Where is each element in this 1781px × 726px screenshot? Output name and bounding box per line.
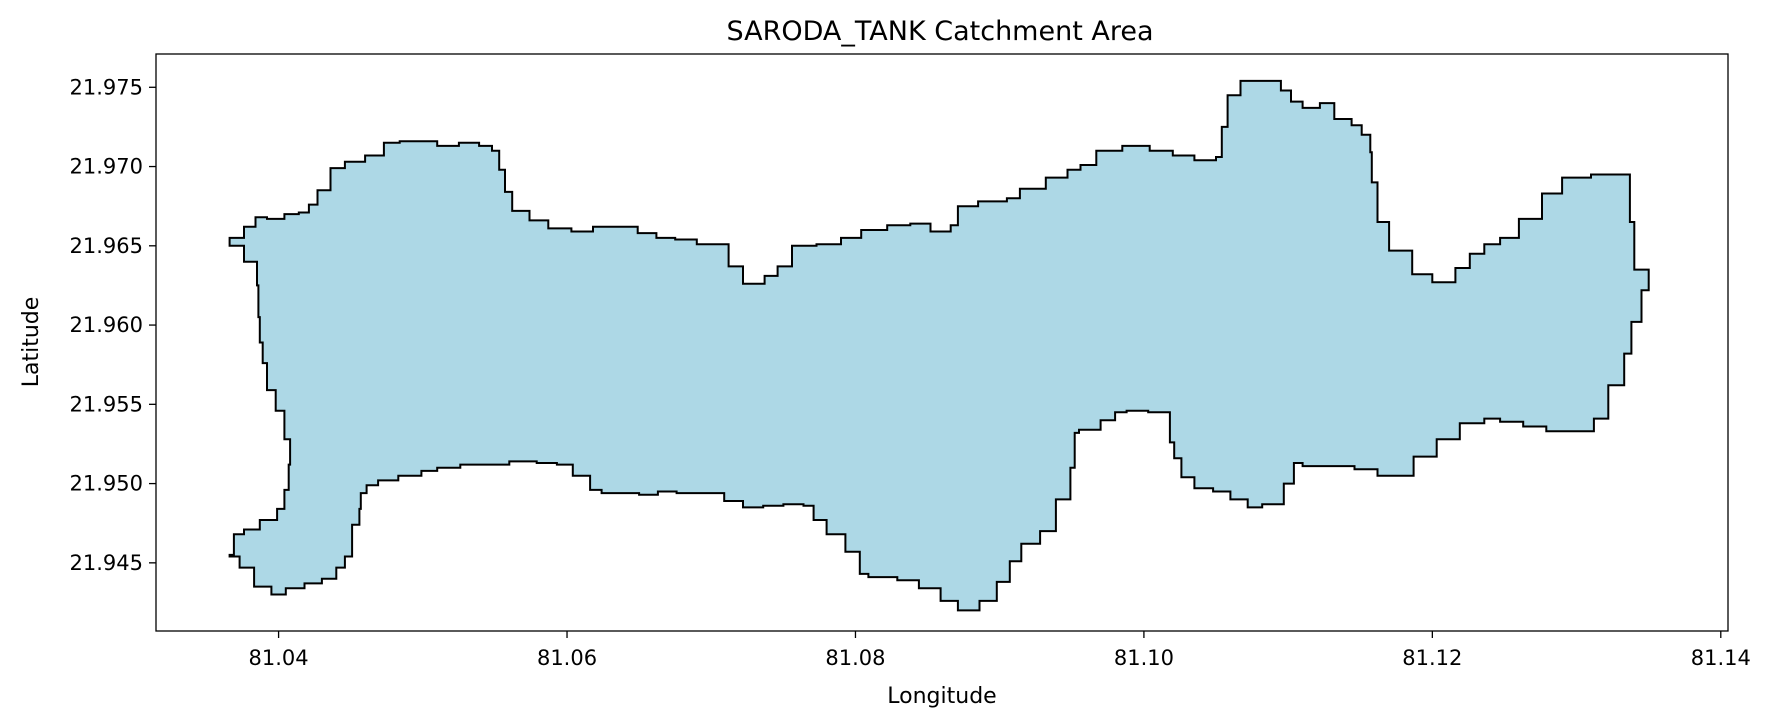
x-tick-label: 81.12 — [1402, 646, 1462, 670]
y-tick-label: 21.955 — [70, 392, 143, 416]
y-tick-label: 21.975 — [70, 75, 143, 99]
x-axis-label: Longitude — [887, 684, 996, 709]
x-tick-label: 81.08 — [825, 646, 885, 670]
y-tick-label: 21.950 — [70, 472, 143, 496]
catchment-polygon — [228, 79, 1650, 612]
y-tick-label: 21.970 — [70, 155, 143, 179]
plot-frame — [155, 53, 1729, 632]
x-axis: 81.04 81.06 81.08 81.10 81.12 81.14 — [249, 631, 1751, 670]
y-tick-label: 21.965 — [70, 234, 143, 258]
y-axis-label: Latitude — [19, 297, 44, 388]
x-tick-label: 81.06 — [537, 646, 597, 670]
chart-title: SARODA_TANK Catchment Area — [726, 16, 1153, 47]
x-tick-label: 81.10 — [1114, 646, 1174, 670]
y-tick-label: 21.960 — [70, 313, 143, 337]
x-tick-label: 81.04 — [249, 646, 309, 670]
plot-area — [155, 53, 1729, 632]
y-axis: 21.945 21.950 21.955 21.960 21.965 21.970 21.9… — [70, 75, 156, 575]
y-tick-label: 21.945 — [70, 551, 143, 575]
x-tick-label: 81.14 — [1691, 646, 1751, 670]
